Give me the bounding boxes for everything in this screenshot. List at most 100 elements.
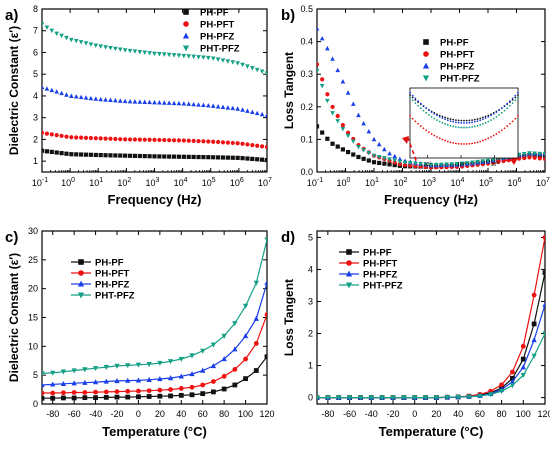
data-point	[210, 56, 216, 61]
data-point	[114, 363, 120, 369]
inset-point	[509, 122, 511, 125]
data-point	[345, 149, 351, 155]
x-tick-base: 10	[337, 178, 347, 188]
inset-point	[482, 123, 484, 125]
data-point	[345, 90, 351, 95]
data-point	[531, 292, 537, 298]
inset-point	[473, 120, 476, 123]
x-tick-label: 40	[176, 409, 186, 419]
inset-point	[436, 114, 438, 117]
y-tick-label: 7	[33, 26, 38, 36]
data-point	[42, 130, 45, 135]
data-point	[542, 152, 545, 157]
data-point	[232, 382, 238, 388]
series-ph-pf	[42, 148, 267, 163]
inset-point	[476, 124, 479, 127]
data-point	[137, 99, 143, 104]
panel-4: d) 0 1 2 3 4 5 -80 -60 -40 -20 0 20 40 60 80 100 120 Tempe…	[281, 229, 550, 439]
data-point	[490, 157, 496, 163]
data-point	[142, 154, 147, 159]
data-point	[167, 154, 172, 159]
series-line	[42, 314, 267, 394]
series-pht-pfz	[42, 237, 267, 377]
data-point	[82, 395, 88, 401]
data-point	[60, 369, 67, 375]
data-point	[167, 138, 172, 143]
data-point	[317, 395, 320, 401]
data-point	[147, 51, 152, 56]
data-point	[176, 154, 182, 159]
inset-point	[414, 98, 417, 101]
data-point	[162, 137, 167, 143]
data-point	[325, 136, 330, 141]
legend-marker	[78, 270, 84, 276]
data-point	[83, 95, 89, 100]
data-point	[69, 135, 74, 140]
x-tick-label: 101	[89, 177, 103, 188]
data-point	[392, 153, 398, 159]
data-point	[98, 136, 103, 141]
inset-point	[487, 115, 490, 118]
data-point	[147, 154, 152, 159]
inset-point	[495, 111, 498, 113]
inset-point	[433, 112, 436, 115]
data-point	[520, 356, 526, 362]
data-point	[103, 394, 109, 400]
arrow-head-icon	[402, 136, 409, 144]
data-point	[366, 158, 371, 163]
data-point	[253, 315, 259, 321]
y-tick-label: 0	[308, 393, 313, 403]
x-tick-label: 100	[61, 177, 75, 188]
legend-label: PH-PFZ	[363, 270, 398, 281]
inset-point	[506, 102, 509, 105]
data-point	[345, 130, 351, 135]
inset-point	[490, 114, 492, 117]
inset-point	[446, 119, 449, 122]
data-point	[49, 87, 55, 93]
x-tick-label: 105	[479, 177, 493, 188]
data-point	[444, 162, 449, 167]
data-point	[71, 380, 77, 386]
y-tick-label: 1	[308, 361, 313, 371]
data-point	[135, 362, 142, 368]
data-point	[103, 136, 108, 141]
x-tick-label: -20	[110, 409, 123, 419]
data-point	[42, 382, 45, 388]
data-point	[83, 152, 89, 157]
data-point	[220, 58, 226, 63]
data-point	[132, 49, 138, 54]
data-point	[191, 101, 196, 107]
data-point	[264, 71, 267, 76]
data-point	[191, 154, 196, 160]
data-point	[392, 162, 397, 168]
data-point	[123, 137, 128, 142]
data-point	[108, 45, 113, 51]
data-point	[88, 135, 94, 141]
data-point	[113, 153, 118, 158]
data-point	[480, 159, 486, 164]
data-point	[157, 393, 163, 399]
inset-point	[487, 137, 490, 140]
inset-point	[511, 102, 514, 104]
data-point	[152, 51, 157, 57]
inset-point	[476, 118, 479, 120]
data-point	[189, 371, 195, 377]
data-point	[527, 151, 532, 156]
x-tick-base: 10	[230, 178, 240, 188]
data-point	[230, 105, 236, 111]
data-point	[171, 138, 177, 143]
series-pht-pfz	[317, 331, 545, 401]
x-tick-exponent: -1	[42, 177, 48, 184]
data-point	[69, 152, 74, 157]
data-point	[200, 348, 206, 354]
inset-point	[411, 94, 414, 97]
inset-point	[484, 117, 487, 120]
data-point	[210, 103, 216, 108]
data-point	[488, 392, 494, 398]
inset-point	[433, 117, 436, 120]
data-point	[42, 84, 45, 90]
data-point	[361, 148, 366, 153]
x-tick-exponent: 6	[518, 177, 522, 184]
legend-label: PHT-PFZ	[95, 291, 135, 302]
